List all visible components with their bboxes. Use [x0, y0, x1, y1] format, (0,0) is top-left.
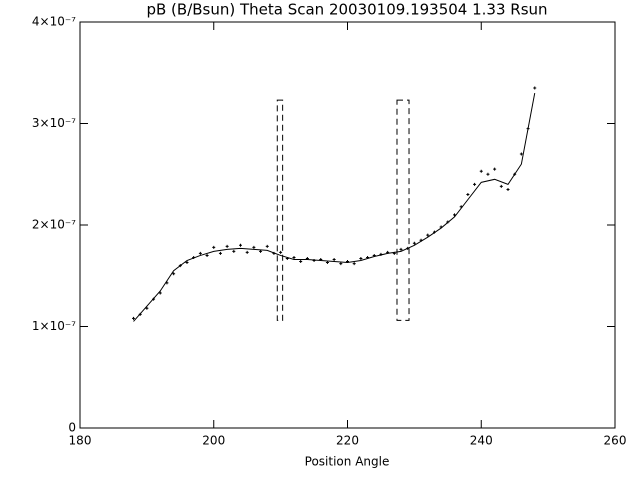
- data-point: [479, 169, 483, 173]
- data-point: [259, 249, 263, 253]
- y-tick-label: 2×10⁻⁷: [32, 218, 76, 232]
- x-tick-label: 180: [69, 434, 92, 448]
- data-point: [212, 245, 216, 249]
- data-point: [245, 250, 249, 254]
- data-point: [132, 316, 135, 320]
- fit-line: [133, 92, 536, 322]
- x-tick-label: 260: [604, 434, 627, 448]
- x-tick-label: 200: [202, 434, 225, 448]
- x-tick-label: 220: [336, 434, 359, 448]
- data-point: [292, 255, 296, 259]
- data-point: [466, 193, 470, 197]
- dashed-region: [396, 99, 410, 321]
- data-point: [299, 260, 303, 264]
- data-point: [205, 253, 209, 257]
- data-point: [172, 272, 176, 276]
- data-point: [412, 241, 416, 245]
- data-point: [426, 233, 430, 237]
- y-tick-label: 1×10⁻⁷: [32, 319, 76, 333]
- data-point: [506, 187, 510, 191]
- plot-frame: [79, 21, 616, 429]
- data-point: [198, 251, 202, 255]
- data-point: [185, 261, 189, 265]
- data-point: [399, 247, 403, 251]
- data-point: [225, 244, 229, 248]
- data-point: [473, 182, 477, 186]
- data-point: [279, 250, 283, 254]
- data-point: [145, 306, 149, 310]
- data-point: [486, 172, 490, 176]
- data-point: [332, 258, 336, 262]
- data-point: [239, 243, 242, 247]
- data-point: [158, 291, 162, 295]
- y-tick-label: 0: [68, 421, 76, 435]
- data-point: [519, 152, 523, 156]
- data-point: [339, 262, 343, 266]
- data-point: [265, 244, 269, 248]
- data-point: [359, 256, 363, 260]
- data-point: [352, 262, 356, 266]
- data-point: [533, 86, 537, 90]
- chart-title: pB (B/Bsun) Theta Scan 20030109.193504 1…: [146, 1, 547, 19]
- data-point: [325, 261, 329, 265]
- data-point: [232, 249, 236, 253]
- x-axis-label: Position Angle: [305, 455, 390, 469]
- y-tick-label: 3×10⁻⁷: [32, 116, 76, 130]
- y-tick-label: 4×10⁻⁷: [32, 15, 76, 29]
- data-point: [218, 251, 222, 255]
- data-point: [499, 184, 503, 188]
- x-tick-label: 240: [470, 434, 493, 448]
- data-point: [493, 167, 497, 171]
- dashed-region: [276, 99, 284, 321]
- data-point: [252, 245, 256, 249]
